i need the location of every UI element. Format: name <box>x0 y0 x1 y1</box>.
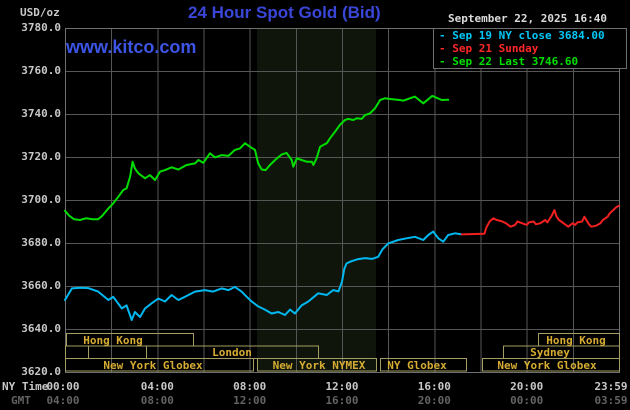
legend-box: - Sep 19 NY close 3684.00 - Sep 21 Sunda… <box>433 28 627 69</box>
session-label-sydney: Sydney <box>530 346 570 359</box>
x-axis-caption-ny-time: NY Time <box>2 380 49 393</box>
y-axis-label: 3700.0 <box>21 193 61 206</box>
session-box <box>65 358 254 372</box>
x-axis-label-ny: 04:00 <box>140 380 174 393</box>
x-axis-label-ny: 08:00 <box>233 380 267 393</box>
session-box <box>88 345 147 359</box>
y-axis-label: 3640.0 <box>21 322 61 335</box>
x-axis-label-gmt: 12:00 <box>233 394 267 407</box>
y-axis-label: 3740.0 <box>21 107 61 120</box>
x-axis-label-ny: 23:59 <box>594 380 628 393</box>
session-label-hong-kong: Hong Kong <box>83 333 143 347</box>
x-axis-label-gmt: 08:00 <box>140 394 174 407</box>
session-box <box>380 358 467 372</box>
series-sep22-last <box>64 94 450 221</box>
session-label-ny-globex: NY Globex <box>387 358 447 372</box>
session-label-hong-kong: Hong Kong <box>546 333 606 347</box>
page-title: 24 Hour Spot Gold (Bid) <box>188 3 381 22</box>
x-axis-label-gmt: 00:00 <box>510 394 544 407</box>
y-axis-label: 3680.0 <box>21 236 61 249</box>
y-axis-label: 3620.0 <box>21 365 61 378</box>
y-axis-label: 3660.0 <box>21 279 61 292</box>
unit-label: USD/oz <box>20 6 60 19</box>
x-axis-label-gmt: 04:00 <box>46 394 80 407</box>
session-label-london: London <box>212 346 252 359</box>
x-axis-label-gmt: 03:59 <box>594 394 628 407</box>
legend-item-sep19: - Sep 19 NY close 3684.00 <box>439 29 605 42</box>
x-axis-label-ny: 12:00 <box>325 380 359 393</box>
x-axis-caption-gmt: GMT <box>11 394 31 407</box>
kitco-watermark-link[interactable]: www.kitco.com <box>66 37 197 57</box>
legend-item-sep22: - Sep 22 Last 3746.60 <box>439 55 579 68</box>
session-box <box>65 345 89 359</box>
y-axis-label: 3760.0 <box>21 64 61 77</box>
series-sep19-ny-close <box>64 230 463 321</box>
session-box <box>257 358 377 372</box>
plot-border <box>65 28 620 373</box>
session-box <box>482 358 620 372</box>
session-label-new-york-globex: New York Globex <box>103 358 203 372</box>
x-axis-label-gmt: 16:00 <box>325 394 359 407</box>
x-axis-label-ny: 16:00 <box>417 380 451 393</box>
y-axis-label: 3780.0 <box>21 21 61 34</box>
x-axis-label-ny: 20:00 <box>510 380 544 393</box>
legend-item-sep21: - Sep 21 Sunday <box>439 42 539 55</box>
session-label-new-york-globex: New York Globex <box>497 358 597 372</box>
chart-timestamp: September 22, 2025 16:40 <box>448 12 607 25</box>
series-sep21-sunday <box>460 204 620 236</box>
x-axis-label-ny: 00:00 <box>46 380 80 393</box>
y-axis-label: 3720.0 <box>21 150 61 163</box>
session-label-new-york-nymex: New York NYMEX <box>272 358 366 372</box>
x-axis-label-gmt: 20:00 <box>417 394 451 407</box>
